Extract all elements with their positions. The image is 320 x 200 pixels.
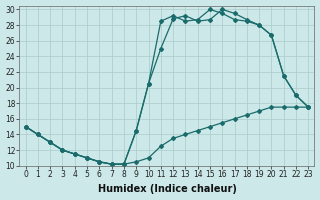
X-axis label: Humidex (Indice chaleur): Humidex (Indice chaleur) [98, 184, 236, 194]
